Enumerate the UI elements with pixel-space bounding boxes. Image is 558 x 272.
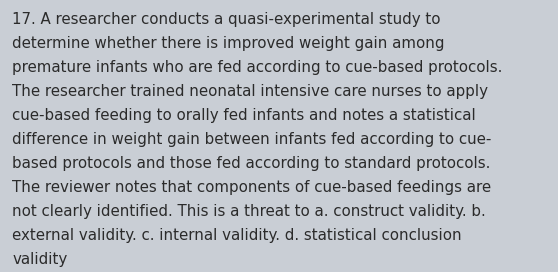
Text: validity: validity <box>12 252 68 267</box>
Text: external validity. c. internal validity. d. statistical conclusion: external validity. c. internal validity.… <box>12 228 462 243</box>
Text: not clearly identified. This is a threat to a. construct validity. b.: not clearly identified. This is a threat… <box>12 204 486 219</box>
Text: based protocols and those fed according to standard protocols.: based protocols and those fed according … <box>12 156 490 171</box>
Text: difference in weight gain between infants fed according to cue-: difference in weight gain between infant… <box>12 132 492 147</box>
Text: premature infants who are fed according to cue-based protocols.: premature infants who are fed according … <box>12 60 503 75</box>
Text: determine whether there is improved weight gain among: determine whether there is improved weig… <box>12 36 445 51</box>
Text: The researcher trained neonatal intensive care nurses to apply: The researcher trained neonatal intensiv… <box>12 84 488 99</box>
Text: 17. A researcher conducts a quasi-experimental study to: 17. A researcher conducts a quasi-experi… <box>12 12 441 27</box>
Text: The reviewer notes that components of cue-based feedings are: The reviewer notes that components of cu… <box>12 180 492 195</box>
Text: cue-based feeding to orally fed infants and notes a statistical: cue-based feeding to orally fed infants … <box>12 108 476 123</box>
